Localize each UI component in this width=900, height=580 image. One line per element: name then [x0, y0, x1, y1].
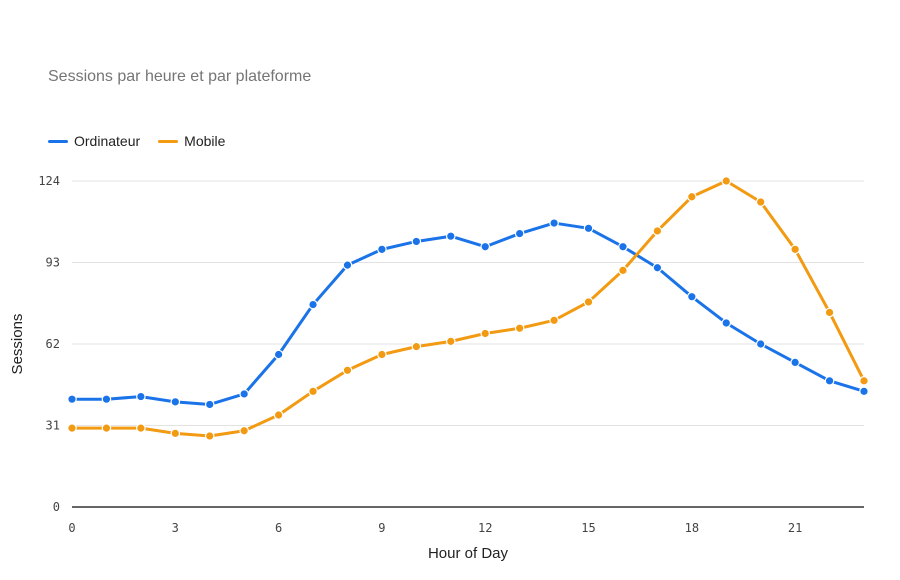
data-point-mobile — [67, 423, 77, 433]
x-tick-label: 3 — [172, 521, 179, 535]
data-point-mobile — [755, 197, 766, 207]
series-line-ordinateur — [70, 221, 866, 406]
data-point-mobile — [480, 328, 491, 339]
data-point-ordinateur — [755, 339, 766, 349]
chart-title: Sessions par heure et par plateforme — [48, 68, 312, 85]
data-point-mobile — [445, 336, 456, 347]
y-axis-title: Sessions — [9, 314, 26, 375]
data-point-mobile — [583, 297, 594, 307]
grid-layer — [72, 180, 864, 426]
legend-label-ordinateur: Ordinateur — [74, 133, 141, 149]
data-point-mobile — [721, 176, 732, 186]
x-tick-label: 6 — [275, 521, 282, 535]
legend-swatch-mobile — [158, 139, 179, 143]
data-point-ordinateur — [101, 394, 112, 405]
x-tick-label: 12 — [478, 521, 492, 535]
data-point-mobile — [652, 226, 663, 236]
x-axis-title: Hour of Day — [428, 545, 509, 562]
legend-item-ordinateur: Ordinateur — [48, 133, 140, 149]
data-point-ordinateur — [583, 223, 594, 234]
data-point-mobile — [549, 315, 559, 326]
data-point-ordinateur — [652, 262, 663, 273]
legend-item-mobile: Mobile — [158, 133, 225, 149]
legend-label-mobile: Mobile — [184, 133, 226, 149]
data-point-ordinateur — [170, 397, 181, 407]
data-point-ordinateur — [618, 241, 628, 252]
y-tick-label: 0 — [53, 500, 60, 514]
data-point-mobile — [273, 410, 284, 420]
y-tick-label: 124 — [38, 174, 60, 188]
x-tick-label: 0 — [68, 521, 75, 535]
data-point-mobile — [204, 431, 215, 441]
legend: Ordinateur Mobile — [48, 133, 243, 149]
legend-swatch-ordinateur — [48, 139, 68, 143]
data-point-mobile — [514, 323, 525, 334]
series-line-mobile — [70, 179, 866, 438]
data-point-ordinateur — [342, 260, 353, 270]
data-point-ordinateur — [824, 376, 835, 386]
data-point-ordinateur — [859, 386, 869, 397]
y-tick-label: 93 — [46, 256, 60, 270]
data-point-mobile — [411, 341, 422, 352]
data-point-ordinateur — [549, 218, 559, 228]
data-point-ordinateur — [377, 244, 387, 255]
data-point-mobile — [101, 423, 112, 433]
x-tick-label: 18 — [685, 521, 699, 535]
data-point-mobile — [687, 191, 697, 202]
data-point-ordinateur — [136, 391, 146, 402]
data-point-ordinateur — [790, 357, 800, 368]
data-point-mobile — [308, 386, 318, 397]
x-tick-label: 9 — [378, 521, 385, 535]
y-tick-label: 62 — [46, 337, 60, 351]
data-point-mobile — [618, 265, 628, 276]
data-point-mobile — [859, 376, 869, 386]
x-tick-label: 15 — [581, 521, 595, 535]
axis-layer: 0 31 62 93 124 0 3 6 9 12 15 18 21 — [38, 174, 864, 535]
data-point-ordinateur — [411, 236, 422, 247]
data-point-mobile — [824, 307, 835, 318]
data-point-ordinateur — [67, 394, 77, 405]
data-point-ordinateur — [721, 318, 732, 328]
data-point-mobile — [342, 365, 353, 376]
data-point-mobile — [377, 349, 387, 360]
data-point-ordinateur — [204, 399, 215, 410]
data-point-ordinateur — [273, 349, 284, 360]
data-point-mobile — [239, 425, 249, 436]
data-point-ordinateur — [687, 291, 697, 302]
x-tick-label: 21 — [788, 521, 802, 535]
data-point-ordinateur — [445, 231, 456, 242]
data-point-ordinateur — [308, 299, 318, 310]
data-point-mobile — [170, 428, 181, 439]
data-point-mobile — [136, 423, 146, 433]
data-point-ordinateur — [239, 389, 249, 399]
data-point-ordinateur — [514, 228, 525, 239]
y-tick-label: 31 — [46, 419, 60, 433]
data-point-ordinateur — [480, 241, 491, 252]
series-layer — [67, 176, 869, 441]
data-point-mobile — [790, 244, 800, 255]
